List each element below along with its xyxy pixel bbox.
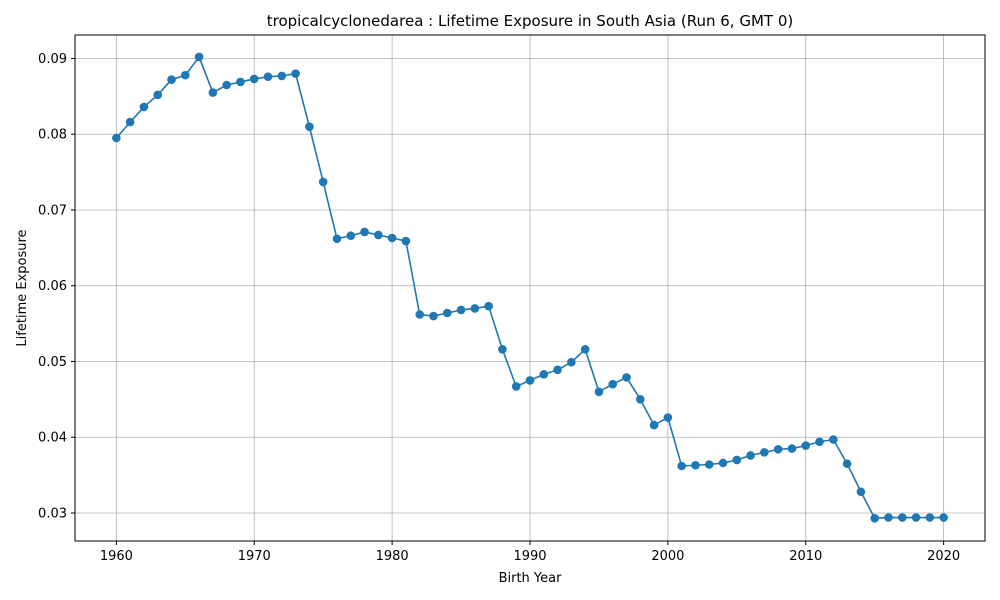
- data-point: [194, 52, 204, 62]
- data-point: [456, 305, 466, 315]
- data-point: [691, 460, 700, 470]
- data-point: [925, 513, 935, 522]
- data-point: [829, 435, 838, 444]
- data-point: [511, 382, 521, 391]
- data-point: [360, 227, 369, 237]
- data-point: [773, 445, 783, 454]
- y-tick-label: 0.03: [38, 506, 67, 521]
- data-point: [153, 90, 163, 100]
- data-point: [801, 441, 811, 450]
- data-point: [567, 357, 576, 367]
- y-tick-label: 0.06: [38, 279, 67, 294]
- data-point: [718, 458, 728, 468]
- data-point: [167, 75, 176, 84]
- data-point: [787, 444, 797, 453]
- data-point: [222, 80, 231, 90]
- data-point: [346, 231, 356, 241]
- data-point: [236, 77, 245, 87]
- data-point: [208, 88, 218, 97]
- data-point: [318, 177, 328, 187]
- x-tick-label: 1960: [100, 549, 133, 564]
- data-point: [429, 311, 438, 321]
- y-tick-label: 0.07: [38, 203, 67, 218]
- data-point: [732, 455, 742, 465]
- grid: [75, 35, 985, 541]
- x-tick-label: 2000: [651, 549, 684, 564]
- data-point: [842, 459, 852, 469]
- data-point: [470, 304, 480, 313]
- y-axis-label: Lifetime Exposure: [15, 229, 30, 346]
- data-point: [332, 234, 342, 244]
- data-point: [746, 451, 755, 460]
- data-point: [870, 513, 879, 523]
- data-point: [125, 117, 135, 127]
- data-point: [305, 122, 314, 131]
- y-tick-label: 0.09: [38, 52, 67, 67]
- series: [112, 52, 948, 523]
- data-point: [884, 513, 893, 522]
- data-point: [539, 370, 549, 379]
- data-point: [484, 301, 493, 311]
- x-tick-label: 2010: [789, 549, 822, 564]
- data-point: [291, 69, 300, 78]
- data-point: [897, 513, 907, 522]
- chart-title: tropicalcyclonedarea : Lifetime Exposure…: [267, 12, 793, 30]
- data-point: [622, 373, 631, 382]
- data-point: [374, 230, 383, 240]
- data-point: [939, 513, 948, 522]
- data-point: [649, 420, 659, 430]
- data-point: [663, 413, 673, 422]
- data-point: [387, 233, 397, 243]
- x-tick-label: 1980: [376, 549, 409, 564]
- data-point: [760, 448, 769, 457]
- y-tick-label: 0.04: [38, 431, 67, 446]
- data-point: [856, 487, 866, 497]
- x-tick-label: 2020: [927, 549, 960, 564]
- data-point: [401, 236, 411, 246]
- data-point: [911, 513, 921, 522]
- x-axis-label: Birth Year: [499, 571, 563, 586]
- data-point: [553, 365, 562, 375]
- data-point: [608, 379, 618, 389]
- data-point: [815, 437, 824, 447]
- x-tick-label: 1990: [513, 549, 546, 564]
- data-point: [181, 70, 190, 80]
- data-point: [277, 71, 287, 81]
- data-point: [594, 387, 604, 397]
- data-point: [442, 308, 452, 318]
- ticks: 1960 1970 1980 1990 2000 2010 2020 0.03 0.04 0.05…: [38, 52, 960, 564]
- y-tick-label: 0.05: [38, 355, 67, 370]
- x-tick-label: 1970: [238, 549, 271, 564]
- data-point: [498, 345, 507, 354]
- data-point: [677, 461, 686, 471]
- data-point: [636, 395, 645, 404]
- data-point: [139, 102, 149, 112]
- data-point: [263, 72, 273, 81]
- data-point: [525, 376, 535, 385]
- data-point: [415, 310, 424, 319]
- data-point: [580, 345, 590, 354]
- y-tick-label: 0.08: [38, 128, 67, 143]
- data-point: [112, 133, 121, 143]
- data-point: [249, 74, 259, 84]
- data-point: [704, 460, 714, 469]
